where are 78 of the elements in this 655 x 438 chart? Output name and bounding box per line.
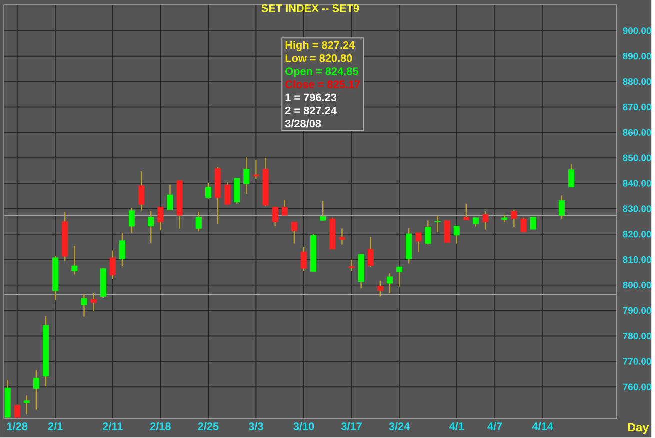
y-tick-label: 780.00 xyxy=(623,332,652,340)
x-tick-label: 1/28 xyxy=(7,422,28,431)
candlestick xyxy=(444,220,450,244)
candlestick xyxy=(110,250,116,280)
candlestick xyxy=(482,211,489,231)
x-tick-label: 4/14 xyxy=(532,422,554,431)
candlestick xyxy=(119,232,126,268)
y-tick-label: 890.00 xyxy=(623,53,652,60)
y-tick-label: 860.00 xyxy=(623,129,652,136)
candlestick xyxy=(339,228,346,246)
candlestick xyxy=(425,220,432,246)
candlestick xyxy=(196,212,202,232)
candlestick xyxy=(377,280,384,298)
candlestick xyxy=(368,236,374,268)
annotation: 1 = 796.23 xyxy=(286,94,337,102)
annotation: Low = 820.80 xyxy=(286,54,352,62)
annotation: Open = 824.85 xyxy=(286,68,358,78)
candlestick xyxy=(511,210,518,228)
x-tick-label: 3/10 xyxy=(294,422,314,431)
x-tick-label: 2/25 xyxy=(198,422,219,431)
candlestick xyxy=(434,216,441,234)
candlestick xyxy=(81,294,88,318)
candlestick xyxy=(158,206,164,232)
y-tick-label: 900.00 xyxy=(623,28,652,34)
x-tick-label: 3/24 xyxy=(389,422,410,431)
candlestick xyxy=(14,405,20,418)
y-tick-label: 830.00 xyxy=(623,206,652,212)
candlestick xyxy=(72,246,78,276)
y-tick-label: 820.00 xyxy=(623,231,652,238)
candlestick xyxy=(90,292,97,312)
candlestick xyxy=(530,216,536,230)
candlestick xyxy=(291,222,298,245)
y-tick-label: 870.00 xyxy=(623,104,652,111)
candlestick xyxy=(129,207,136,234)
y-tick-label: 850.00 xyxy=(623,154,652,162)
candlestick xyxy=(224,182,231,206)
x-tick-label: 3/3 xyxy=(248,422,264,431)
x-tick-label: 2/1 xyxy=(48,422,63,431)
candlestick xyxy=(386,273,394,294)
x-tick-label: 3/17 xyxy=(341,422,362,431)
annotation: High = 827.24 xyxy=(286,41,356,52)
y-tick-label: 800.00 xyxy=(623,282,652,289)
candlestick xyxy=(520,217,527,233)
candlestick xyxy=(167,184,174,211)
y-tick-label: 880.00 xyxy=(623,78,652,86)
x-axis-title: Day xyxy=(628,423,650,434)
y-tick-label: 760.00 xyxy=(623,384,652,391)
candlestick xyxy=(138,171,145,212)
annotation: Close = 825.17 xyxy=(286,80,360,89)
candlestick xyxy=(205,182,212,200)
candlestick xyxy=(148,210,154,244)
candlestick xyxy=(348,260,355,272)
candlestick xyxy=(33,370,40,410)
candlestick xyxy=(568,164,575,188)
chart-title: SET INDEX -- SET9 xyxy=(262,4,360,12)
x-tick-label: 4/7 xyxy=(488,422,502,431)
candlestick xyxy=(454,226,460,245)
y-tick-label: 790.00 xyxy=(623,308,652,314)
candlestick xyxy=(558,195,565,220)
candlestick xyxy=(24,395,30,416)
candlestick xyxy=(320,200,326,222)
candlestick xyxy=(463,203,470,221)
candlestick xyxy=(300,246,308,272)
candlestick xyxy=(244,157,250,195)
y-tick-label: 810.00 xyxy=(623,256,652,264)
x-tick-label: 2/11 xyxy=(102,422,123,431)
candlestick xyxy=(282,200,288,216)
x-tick-label: 4/1 xyxy=(449,422,464,431)
annotation: 2 = 827.24 xyxy=(285,106,337,115)
x-tick-label: 2/18 xyxy=(150,422,171,431)
y-tick-label: 840.00 xyxy=(623,180,652,187)
y-tick-label: 770.00 xyxy=(623,358,652,366)
candlestick xyxy=(253,159,260,180)
candlestick xyxy=(272,206,278,227)
candlestick xyxy=(396,266,403,288)
candlestick xyxy=(416,232,422,253)
candlestick xyxy=(234,178,240,205)
annotation: 3/28/08 xyxy=(285,120,322,128)
